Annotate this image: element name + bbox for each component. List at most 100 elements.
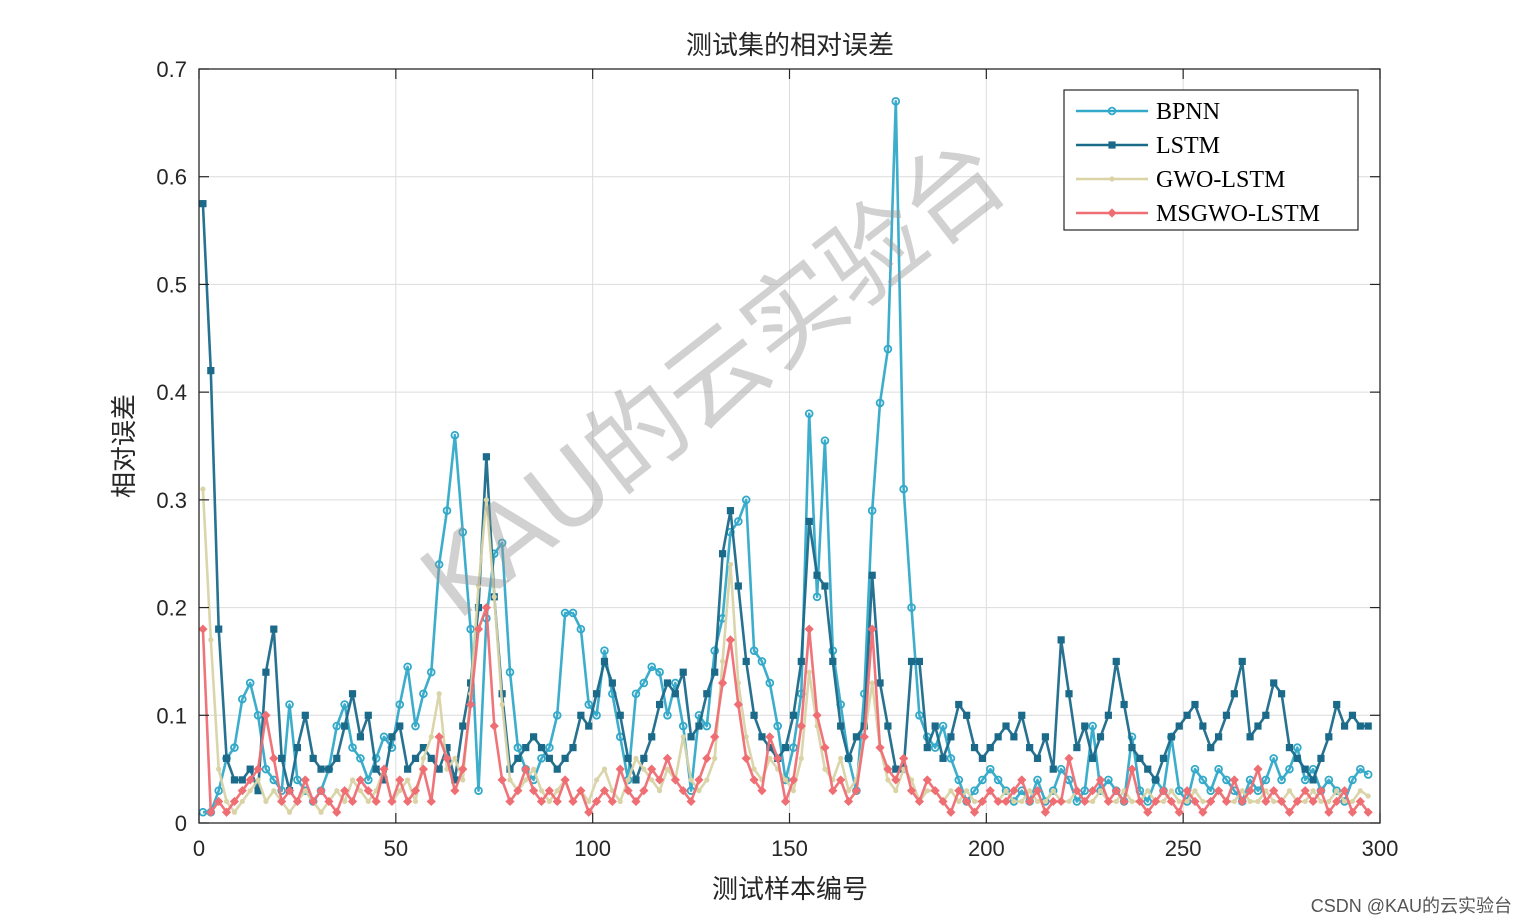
- msgwo-lstm-point: [1064, 753, 1074, 763]
- lstm-point: [970, 744, 979, 752]
- bpnn-point: [1277, 775, 1286, 785]
- gwo-lstm-point: [239, 798, 245, 805]
- msgwo-lstm-point: [395, 775, 405, 785]
- gwo-lstm-point: [1050, 788, 1056, 794]
- lstm-point: [537, 744, 546, 752]
- lstm-point: [1270, 679, 1278, 687]
- lstm-point: [726, 507, 735, 515]
- gwo-lstm-point: [704, 777, 710, 783]
- msgwo-lstm-point: [340, 786, 350, 796]
- msgwo-lstm-point: [922, 775, 932, 785]
- gwo-lstm-point: [491, 594, 497, 600]
- gwo-lstm-point: [1003, 788, 1009, 794]
- msgwo-lstm-point: [1221, 796, 1232, 807]
- lstm-point: [325, 765, 333, 773]
- gwo-lstm-point: [208, 637, 214, 643]
- gwo-lstm-point: [743, 734, 749, 740]
- gwo-lstm-point: [656, 788, 663, 794]
- bpnn-point: [552, 710, 562, 720]
- gwo-lstm-point: [869, 680, 875, 686]
- gwo-lstm-point: [680, 734, 686, 740]
- lstm-point: [380, 776, 388, 784]
- gwo-lstm-point: [523, 777, 529, 783]
- lstm-point: [1010, 733, 1018, 741]
- gwo-lstm-point: [1349, 798, 1356, 805]
- msgwo-lstm-point: [269, 753, 279, 763]
- msgwo-lstm-point: [804, 624, 814, 634]
- gwo-lstm-point: [688, 777, 694, 783]
- msgwo-lstm-point: [560, 775, 570, 785]
- lstm-point: [215, 625, 223, 633]
- msgwo-lstm-point: [261, 710, 271, 720]
- msgwo-lstm-point: [1017, 775, 1027, 785]
- lstm-point: [640, 754, 648, 762]
- lstm-point: [309, 754, 317, 762]
- msgwo-lstm-point: [418, 764, 428, 774]
- msgwo-lstm-point: [1237, 796, 1247, 807]
- y-tick-label: 0.7: [156, 57, 187, 82]
- lstm-point: [1246, 733, 1254, 741]
- msgwo-lstm-point: [765, 732, 775, 742]
- msgwo-lstm-point: [1198, 807, 1208, 817]
- lstm-point: [372, 765, 380, 773]
- gwo-lstm-point: [1168, 788, 1174, 794]
- x-axis-label: 测试样本编号: [712, 875, 868, 905]
- msgwo-lstm-point: [206, 807, 216, 817]
- msgwo-lstm-point: [1308, 796, 1318, 807]
- x-tick-label: 250: [1165, 836, 1202, 861]
- msgwo-lstm-point: [962, 796, 972, 807]
- bpnn-point: [497, 538, 507, 548]
- msgwo-lstm-point: [670, 775, 680, 785]
- lstm-point: [411, 754, 420, 762]
- lstm-point: [1041, 733, 1049, 741]
- msgwo-lstm-point: [221, 807, 232, 817]
- gwo-lstm-point: [1145, 788, 1151, 794]
- msgwo-lstm-point: [686, 796, 696, 807]
- msgwo-lstm-point: [1001, 796, 1011, 807]
- msgwo-lstm-point: [859, 732, 869, 742]
- lstm-point: [301, 711, 309, 719]
- lstm-point: [766, 744, 774, 752]
- gwo-lstm-point: [1113, 798, 1119, 805]
- gwo-lstm-point: [1318, 798, 1324, 805]
- gwo-lstm-point: [405, 777, 411, 783]
- bpnn-point: [883, 344, 893, 354]
- gwo-lstm-point: [397, 788, 403, 794]
- msgwo-lstm-point: [450, 786, 460, 796]
- gwo-lstm-point: [365, 798, 371, 805]
- gwo-lstm-point: [767, 755, 773, 761]
- lstm-point: [278, 754, 286, 762]
- msgwo-lstm-point: [481, 602, 491, 613]
- msgwo-lstm-point: [584, 807, 594, 817]
- msgwo-lstm-point: [820, 743, 830, 753]
- gwo-lstm-point: [633, 755, 639, 761]
- gwo-lstm-point: [1129, 798, 1135, 805]
- msgwo-lstm-point: [891, 775, 901, 785]
- msgwo-lstm-point: [749, 775, 759, 785]
- lstm-point: [1089, 754, 1097, 762]
- msgwo-lstm-point: [214, 796, 224, 807]
- gwo-lstm-point: [790, 788, 797, 794]
- bpnn-point: [434, 560, 444, 569]
- msgwo-lstm-point: [647, 764, 657, 774]
- gwo-lstm-point: [507, 777, 513, 783]
- lstm-point: [687, 733, 695, 741]
- gwo-lstm-point: [247, 788, 253, 794]
- msgwo-lstm-point: [1143, 807, 1153, 817]
- bpnn-point: [426, 667, 436, 677]
- msgwo-lstm-point: [1253, 764, 1263, 774]
- gwo-lstm-point: [1310, 788, 1316, 794]
- gwo-lstm-point: [499, 701, 505, 708]
- gwo-lstm-point: [1042, 798, 1048, 805]
- gwo-lstm-point: [712, 755, 718, 761]
- y-tick-label: 0.2: [156, 596, 187, 621]
- lstm-point: [648, 733, 656, 741]
- lstm-point: [569, 744, 577, 752]
- gwo-lstm-point: [475, 583, 482, 589]
- msgwo-lstm-point: [1332, 796, 1342, 807]
- gwo-lstm-point: [1247, 798, 1253, 805]
- x-tick-label: 200: [968, 836, 1005, 861]
- lstm-point: [1033, 754, 1042, 762]
- msgwo-lstm-point: [292, 796, 303, 807]
- gwo-lstm-point: [586, 798, 592, 805]
